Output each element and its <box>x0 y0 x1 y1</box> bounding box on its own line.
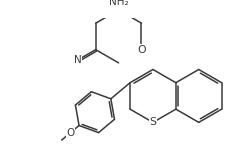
Text: O: O <box>137 45 145 55</box>
Text: NH₂: NH₂ <box>108 0 128 7</box>
Text: N: N <box>74 55 81 65</box>
Text: S: S <box>149 117 156 127</box>
Text: O: O <box>66 128 74 138</box>
